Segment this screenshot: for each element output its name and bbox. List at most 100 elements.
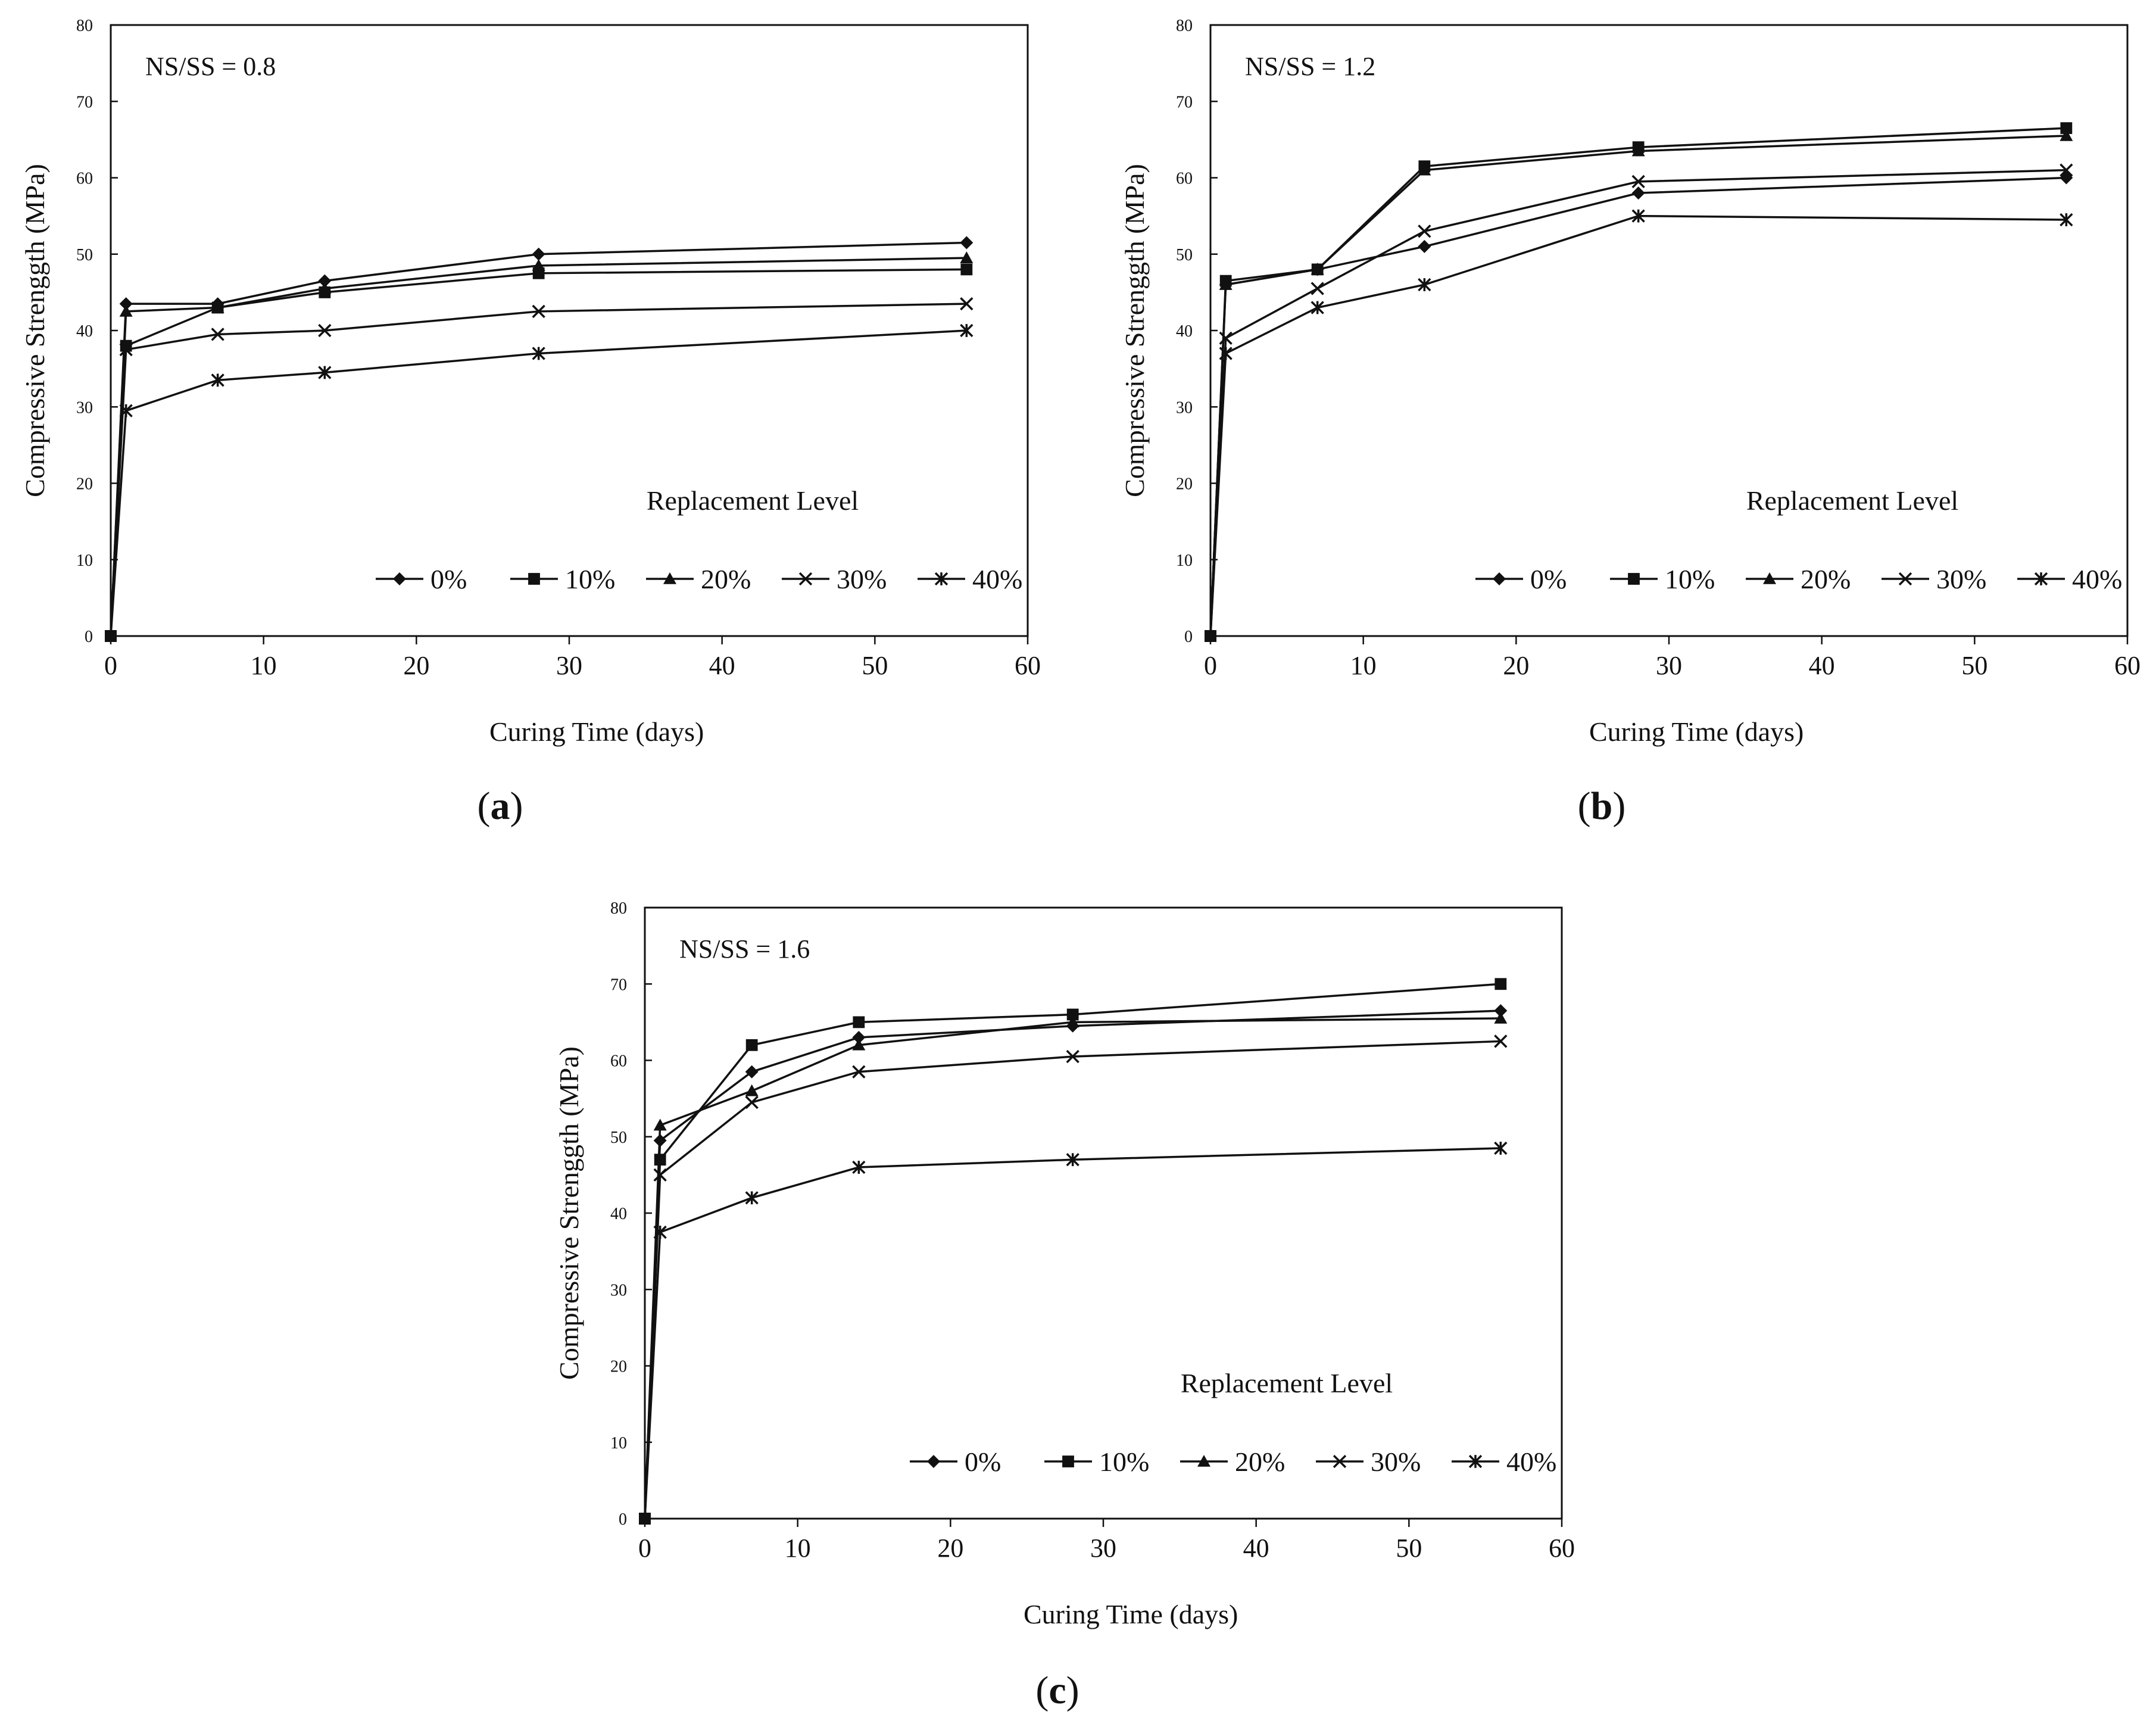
legend-label: 40% bbox=[972, 564, 1022, 594]
y-tick-label: 80 bbox=[1176, 17, 1193, 35]
data-point bbox=[1066, 1015, 1079, 1028]
data-point bbox=[1219, 347, 1233, 360]
x-tick-label: 10 bbox=[1350, 651, 1377, 680]
panel-caption-b: (b) bbox=[1578, 784, 1626, 828]
series-line bbox=[1209, 127, 2067, 637]
panel-caption-c: (c) bbox=[1035, 1669, 1079, 1712]
x-tick-label: 50 bbox=[1961, 651, 1987, 680]
chart-panel-a: 0 10 20 30 40 50 60 70 80 0 10 20 30 40 50 60 Curing Tim… bbox=[20, 17, 1041, 747]
data-point bbox=[1494, 978, 1507, 990]
data-point bbox=[1311, 301, 1324, 314]
legend-item-10%: 10% bbox=[510, 564, 615, 594]
data-point bbox=[1066, 1049, 1079, 1064]
data-point bbox=[745, 1191, 759, 1205]
plot-frame bbox=[110, 24, 1029, 637]
y-tick-label: 80 bbox=[610, 899, 627, 918]
y-tick-label: 20 bbox=[1176, 475, 1193, 494]
y-tick-label: 70 bbox=[76, 93, 93, 111]
data-point bbox=[1631, 186, 1645, 200]
legend-marker bbox=[1197, 1455, 1210, 1467]
data-point bbox=[1066, 1153, 1079, 1167]
data-point bbox=[119, 404, 133, 417]
legend-label: 0% bbox=[1530, 564, 1567, 594]
data-point bbox=[1066, 1008, 1079, 1021]
series-40% bbox=[639, 1141, 1508, 1525]
legend-title: Replacement Level bbox=[647, 485, 859, 516]
x-tick-label: 30 bbox=[556, 651, 582, 680]
legend-marker bbox=[1062, 1456, 1074, 1467]
data-point bbox=[318, 282, 332, 294]
legend-marker bbox=[934, 572, 948, 586]
x-axis-label: Curing Time (days) bbox=[489, 716, 704, 747]
y-tick-label: 80 bbox=[76, 17, 93, 35]
data-point bbox=[2060, 122, 2073, 135]
series-line bbox=[644, 1009, 1501, 1519]
y-tick-label: 50 bbox=[1176, 246, 1193, 264]
data-point bbox=[1631, 174, 1645, 189]
legend-marker bbox=[798, 572, 813, 586]
data-point bbox=[852, 1031, 866, 1045]
data-point bbox=[211, 301, 224, 313]
y-tick-label: 30 bbox=[76, 398, 93, 417]
data-point bbox=[745, 1084, 759, 1096]
data-point bbox=[852, 1038, 866, 1051]
data-point bbox=[1311, 263, 1324, 275]
x-tick-label: 60 bbox=[1015, 651, 1041, 680]
data-point bbox=[119, 342, 133, 357]
legend-item-30%: 30% bbox=[782, 564, 887, 594]
data-point bbox=[2060, 213, 2073, 227]
plot-frame bbox=[644, 906, 1563, 1520]
data-point bbox=[211, 328, 224, 341]
panel-caption-a: (a) bbox=[478, 784, 523, 828]
x-tick-label: 40 bbox=[709, 651, 735, 680]
data-point bbox=[2060, 129, 2073, 141]
data-point bbox=[318, 274, 332, 288]
legend-marker bbox=[1628, 573, 1640, 585]
legend-label: 20% bbox=[1801, 564, 1851, 594]
legend-marker bbox=[2034, 572, 2048, 586]
data-point bbox=[1631, 144, 1645, 157]
y-tick-label: 20 bbox=[610, 1358, 627, 1376]
data-point bbox=[745, 1095, 759, 1109]
data-point bbox=[745, 1065, 759, 1079]
data-point bbox=[532, 258, 545, 271]
legend-item-20%: 20% bbox=[1180, 1447, 1285, 1477]
data-point bbox=[1494, 1141, 1508, 1155]
chart-panel-c: 0 10 20 30 40 50 60 70 80 0 10 20 30 40 50 60 Curing Tim… bbox=[554, 899, 1575, 1629]
data-point bbox=[211, 373, 224, 387]
legend-marker bbox=[1898, 572, 1912, 586]
data-point bbox=[639, 1513, 651, 1525]
ratio-annotation: NS/SS = 1.2 bbox=[1245, 52, 1375, 81]
y-axis-label: Compressive Strenggth (MPa) bbox=[554, 1046, 584, 1380]
y-tick-label: 0 bbox=[1184, 628, 1193, 646]
data-point bbox=[1418, 239, 1431, 253]
x-tick-label: 0 bbox=[104, 651, 117, 680]
legend-marker bbox=[927, 1455, 940, 1468]
y-tick-label: 60 bbox=[76, 170, 93, 188]
legend-item-10%: 10% bbox=[1044, 1447, 1149, 1477]
y-tick-label: 30 bbox=[1176, 398, 1193, 417]
x-tick-label: 60 bbox=[1549, 1534, 1575, 1563]
x-tick-label: 40 bbox=[1809, 651, 1835, 680]
series-line bbox=[1209, 214, 2067, 637]
legend-marker bbox=[663, 572, 676, 584]
y-tick-label: 0 bbox=[85, 628, 93, 646]
x-tick-label: 50 bbox=[862, 651, 888, 680]
data-point bbox=[1494, 1034, 1508, 1048]
x-tick-label: 30 bbox=[1656, 651, 1682, 680]
data-point bbox=[745, 1039, 758, 1051]
y-tick-label: 60 bbox=[610, 1052, 627, 1071]
y-tick-label: 70 bbox=[1176, 93, 1193, 111]
data-point bbox=[653, 1168, 667, 1182]
data-point bbox=[1418, 278, 1431, 292]
chart-panel-b: 0 10 20 30 40 50 60 70 80 0 10 20 30 40 50 60 Curing Tim… bbox=[1119, 17, 2141, 747]
data-point bbox=[1418, 163, 1431, 176]
x-tick-label: 0 bbox=[1204, 651, 1217, 680]
y-tick-label: 50 bbox=[76, 246, 93, 264]
legend-item-40%: 40% bbox=[1452, 1447, 1556, 1477]
legend-marker bbox=[1333, 1454, 1347, 1469]
data-point bbox=[532, 347, 545, 360]
y-tick-label: 10 bbox=[1176, 551, 1193, 570]
y-tick-label: 40 bbox=[76, 322, 93, 341]
series-line bbox=[644, 1147, 1501, 1519]
